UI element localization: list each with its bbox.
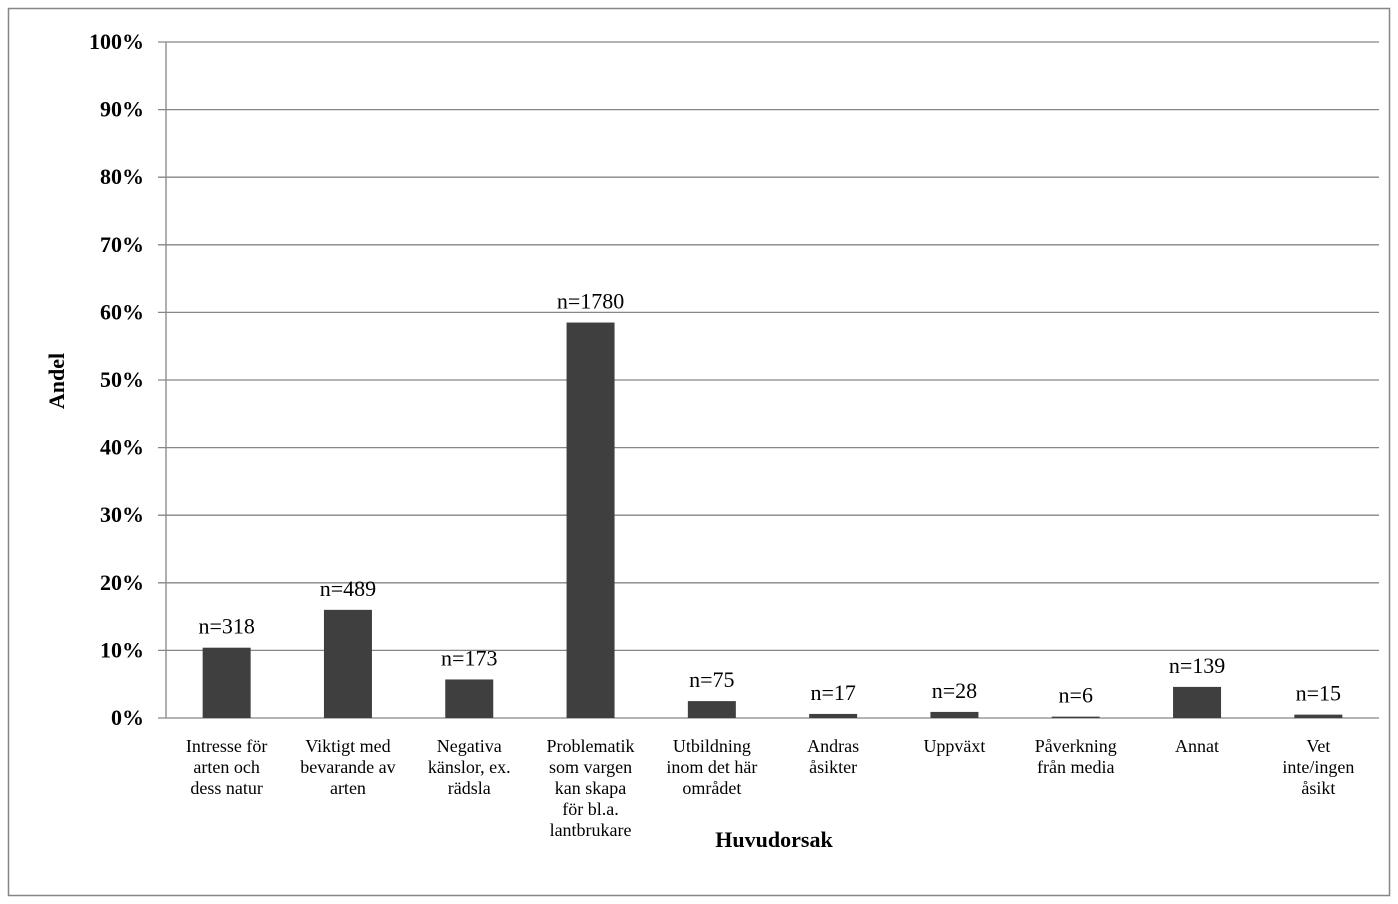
x-axis-title: Huvudorsak — [715, 827, 833, 852]
data-label: n=489 — [320, 576, 376, 601]
bar — [1051, 716, 1100, 718]
data-label: n=318 — [198, 614, 254, 639]
category-label: Intresse för arten och dess natur — [186, 736, 267, 798]
bar — [809, 713, 858, 718]
category-label: Problematik som vargen kan skapa för bl.a. l… — [547, 736, 635, 840]
y-tick-label: 40% — [100, 435, 144, 460]
y-axis-title: Andel — [44, 353, 69, 409]
bar — [930, 711, 979, 718]
category-label: Viktigt med bevarande av arten — [300, 736, 395, 798]
bar — [202, 647, 251, 718]
y-tick-label: 20% — [100, 570, 144, 595]
data-label: n=6 — [1059, 683, 1093, 708]
data-label: n=139 — [1169, 653, 1225, 678]
data-label: n=17 — [810, 680, 855, 705]
bar — [323, 609, 372, 718]
y-axis-ticks: 0% 10% 20% 30% 40% 50% 60% 70% 80% 90% 100% — [89, 29, 144, 730]
y-tick-label: 30% — [100, 502, 144, 527]
category-labels: Intresse för arten och dess natur Viktigt m… — [186, 736, 1354, 840]
category-label: Vet inte/ingen åsikt — [1282, 736, 1354, 798]
y-tick-label: 50% — [100, 367, 144, 392]
y-tick-label: 70% — [100, 232, 144, 257]
y-tick-label: 100% — [89, 29, 144, 54]
bar — [1294, 714, 1343, 718]
data-label: n=75 — [689, 667, 734, 692]
data-label: n=173 — [441, 645, 497, 670]
data-label: n=1780 — [557, 289, 624, 314]
data-labels: n=318 n=489 n=173 n=1780 n=75 n=17 n=28 n=6 n=13… — [198, 289, 1341, 708]
category-label: Negativa känslor, ex. rädsla — [428, 736, 511, 798]
category-label: Påverkning från media — [1035, 736, 1117, 777]
chart-border — [7, 7, 1391, 897]
y-tick-label: 60% — [100, 299, 144, 324]
data-label: n=15 — [1296, 681, 1341, 706]
y-tick-label: 0% — [111, 705, 144, 730]
bar — [566, 322, 615, 718]
bar — [687, 701, 736, 718]
category-label: Annat — [1175, 736, 1219, 756]
data-label: n=28 — [932, 678, 977, 703]
category-label: Utbildning inom det här området — [666, 736, 757, 798]
y-tick-label: 90% — [100, 97, 144, 122]
bar — [445, 679, 494, 718]
y-tick-label: 80% — [100, 164, 144, 189]
bar — [1173, 686, 1222, 718]
bars — [202, 322, 1343, 718]
category-label: Uppväxt — [923, 736, 985, 756]
y-tick-label: 10% — [100, 637, 144, 662]
category-label: Andras åsikter — [807, 736, 859, 777]
